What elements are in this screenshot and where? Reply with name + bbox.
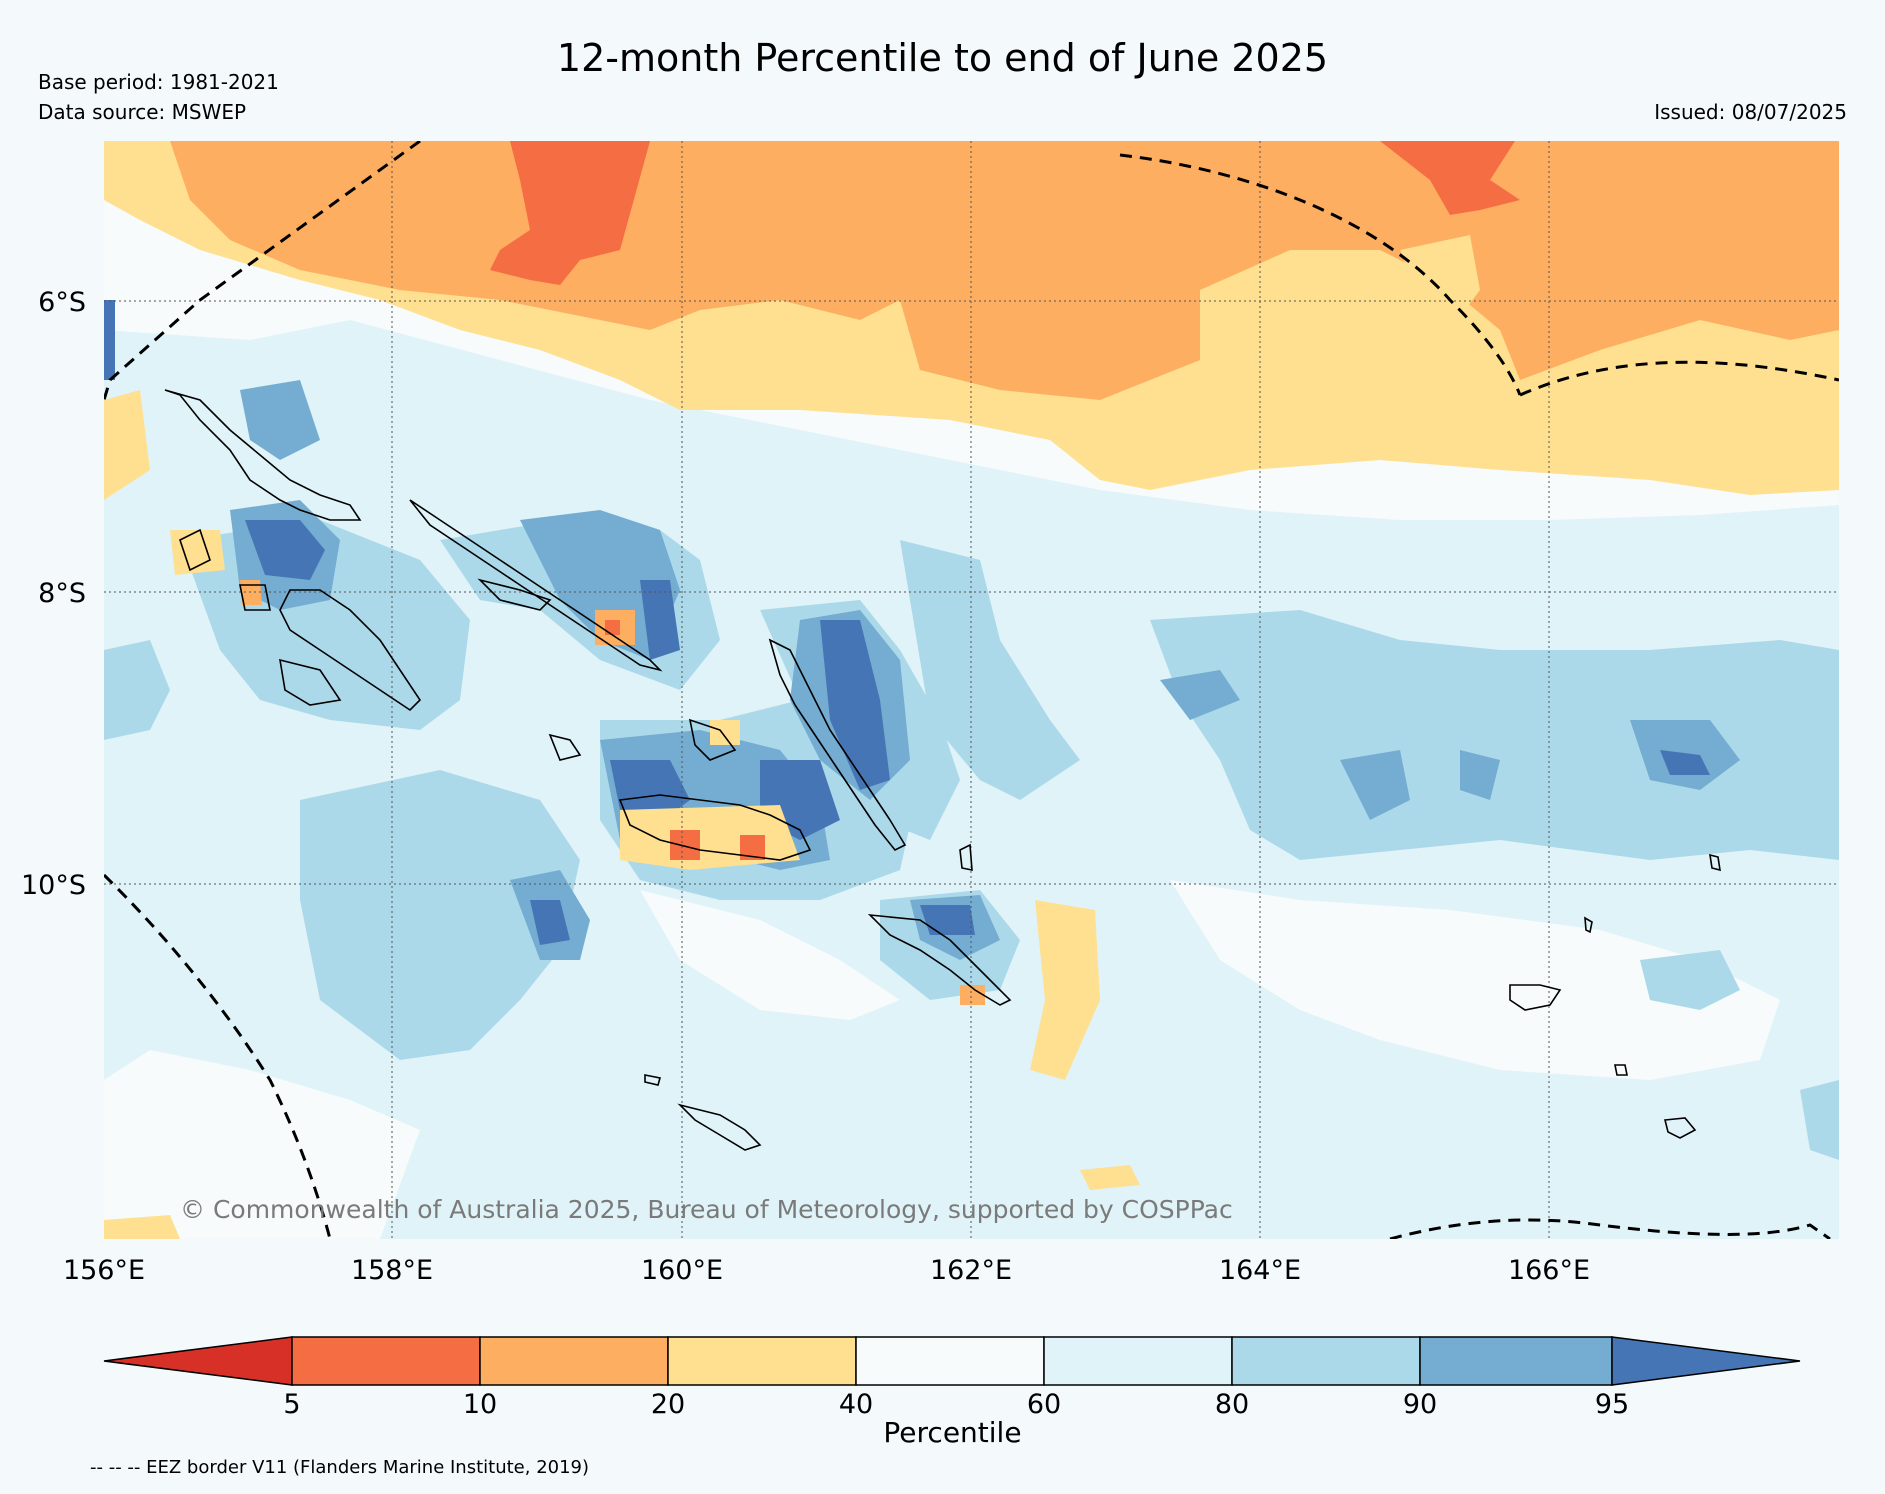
percentile-field-20-40-russell — [710, 720, 740, 745]
map-area — [104, 141, 1839, 1239]
percentile-field-95-east — [1660, 750, 1710, 775]
percentile-field-95-malaita — [820, 620, 890, 790]
percentile-field-90-95-e2 — [1340, 750, 1410, 820]
lon-label-166e: 166°E — [1508, 1255, 1590, 1286]
colorbar: 5 10 20 40 60 80 90 95 — [103, 1336, 1801, 1420]
lon-label-164e: 164°E — [1219, 1255, 1301, 1286]
percentile-field-5-10-northeast — [1380, 141, 1520, 215]
island-treasury — [239, 584, 271, 611]
island-russell — [548, 733, 582, 761]
graticule — [104, 141, 1839, 1239]
lon-label-162e: 162°E — [930, 1255, 1012, 1286]
percentile-field-40-60-center — [640, 890, 900, 1020]
colorbar-segment-90-95 — [1419, 1336, 1613, 1386]
colorbar-tick-90: 90 — [1403, 1389, 1437, 1420]
colorbar-segment-above-95 — [1611, 1336, 1801, 1386]
percentile-field-95-bougainville — [245, 520, 325, 580]
percentile-field-80-90-eastern — [1150, 610, 1839, 860]
lat-label-6s: 6°S — [38, 287, 86, 318]
percentile-field-90-95-isabel — [520, 510, 680, 660]
lon-label-160e: 160°E — [641, 1255, 723, 1286]
colorbar-segment-60-80 — [1043, 1336, 1233, 1386]
copyright-text: © Commonwealth of Australia 2025, Bureau… — [180, 1195, 1233, 1224]
lon-label-158e: 158°E — [351, 1255, 433, 1286]
colorbar-segment-10-20 — [479, 1336, 669, 1386]
percentile-field-20-40-guadalcanal — [620, 805, 800, 870]
percentile-field-90-95-e1 — [1160, 670, 1240, 720]
island-shortland — [179, 528, 211, 572]
colorbar-tick-10: 10 — [463, 1389, 497, 1420]
lon-label-156e: 156°E — [63, 1255, 145, 1286]
colorbar-segment-80-90 — [1231, 1336, 1421, 1386]
island-bellona — [644, 1074, 662, 1086]
island-florida — [688, 718, 737, 761]
island-utupua — [1614, 1064, 1628, 1076]
island-guadalcanal — [618, 794, 812, 861]
percentile-field-90-95-e3 — [1460, 750, 1500, 800]
percentile-field-80-90-se-edge — [1800, 1080, 1839, 1160]
island-small-e — [1709, 853, 1721, 872]
percentile-field-40-60-southeast — [1170, 880, 1780, 1080]
island-vanikoro — [1663, 1117, 1697, 1139]
percentile-field-20-40-south — [1080, 1165, 1140, 1190]
colorbar-segment-below-5 — [103, 1336, 293, 1386]
percentile-field-5-10-guadalcanal-e — [740, 835, 765, 860]
island-nendo — [1509, 984, 1562, 1011]
issued-date-text: Issued: 08/07/2025 — [1654, 100, 1847, 124]
colorbar-segment-40-60 — [855, 1336, 1045, 1386]
island-bouka — [164, 389, 362, 521]
percentile-field-80-90-edge — [104, 640, 170, 740]
data-source-text: Data source: MSWEP — [38, 100, 247, 124]
eez-borders — [104, 141, 1839, 1239]
colorbar-tick-60: 60 — [1027, 1389, 1061, 1420]
lat-label-8s: 8°S — [38, 578, 86, 609]
colorbar-tick-5: 5 — [283, 1389, 300, 1420]
coastlines — [164, 389, 1721, 1151]
lat-label-10s: 10°S — [21, 870, 86, 901]
island-duff — [1584, 916, 1593, 934]
island-makira — [867, 913, 1012, 1006]
island-malaita — [768, 638, 907, 852]
percentile-field-5-10-newgeorgia — [605, 620, 620, 635]
percentile-field-95-isabel — [640, 580, 680, 660]
colorbar-tick-40: 40 — [839, 1389, 873, 1420]
percentile-field-20-40-patch — [1400, 235, 1480, 330]
percentile-field-80-90-southwest — [300, 770, 580, 1060]
colorbar-tick-20: 20 — [651, 1389, 685, 1420]
island-choiseul — [477, 578, 552, 611]
colorbar-segment-5-10 — [291, 1336, 481, 1386]
percentile-field-95-makira — [920, 905, 975, 935]
colorbar-title: Percentile — [883, 1416, 1022, 1449]
percentile-field-5-10-guadalcanal-w — [670, 830, 700, 860]
percentile-field-90-95-north — [240, 380, 320, 460]
percentile-field-80-90-east — [900, 540, 1080, 800]
island-bougainville — [279, 589, 422, 712]
island-santa-isabel — [409, 499, 663, 672]
percentile-field-20-40-sw — [104, 1215, 180, 1239]
colorbar-tick-95: 95 — [1595, 1389, 1629, 1420]
percentile-field-5-10-north — [490, 141, 650, 285]
base-period-text: Base period: 1981-2021 — [38, 70, 279, 94]
percentile-field-10-20-makira — [960, 985, 985, 1005]
percentile-field-20-40-edge — [104, 390, 150, 500]
colorbar-segment-20-40 — [667, 1336, 857, 1386]
eez-legend-note: -- -- -- EEZ border V11 (Flanders Marine… — [90, 1457, 590, 1478]
percentile-field-20-40-w — [170, 530, 225, 575]
island-vella-lavella — [279, 658, 342, 706]
page-title: 12-month Percentile to end of June 2025 — [556, 36, 1329, 80]
percentile-field-95-edge — [104, 300, 115, 380]
island-ulawa — [959, 843, 973, 871]
island-rennell — [677, 1103, 762, 1151]
percentile-field-20-40-temotu — [1030, 900, 1100, 1080]
percentile-field-40-60-southwest — [104, 1050, 420, 1239]
colorbar-tick-80: 80 — [1215, 1389, 1249, 1420]
percentile-field-80-90-patch — [1640, 950, 1740, 1010]
percentile-field-95-sw — [530, 900, 570, 945]
